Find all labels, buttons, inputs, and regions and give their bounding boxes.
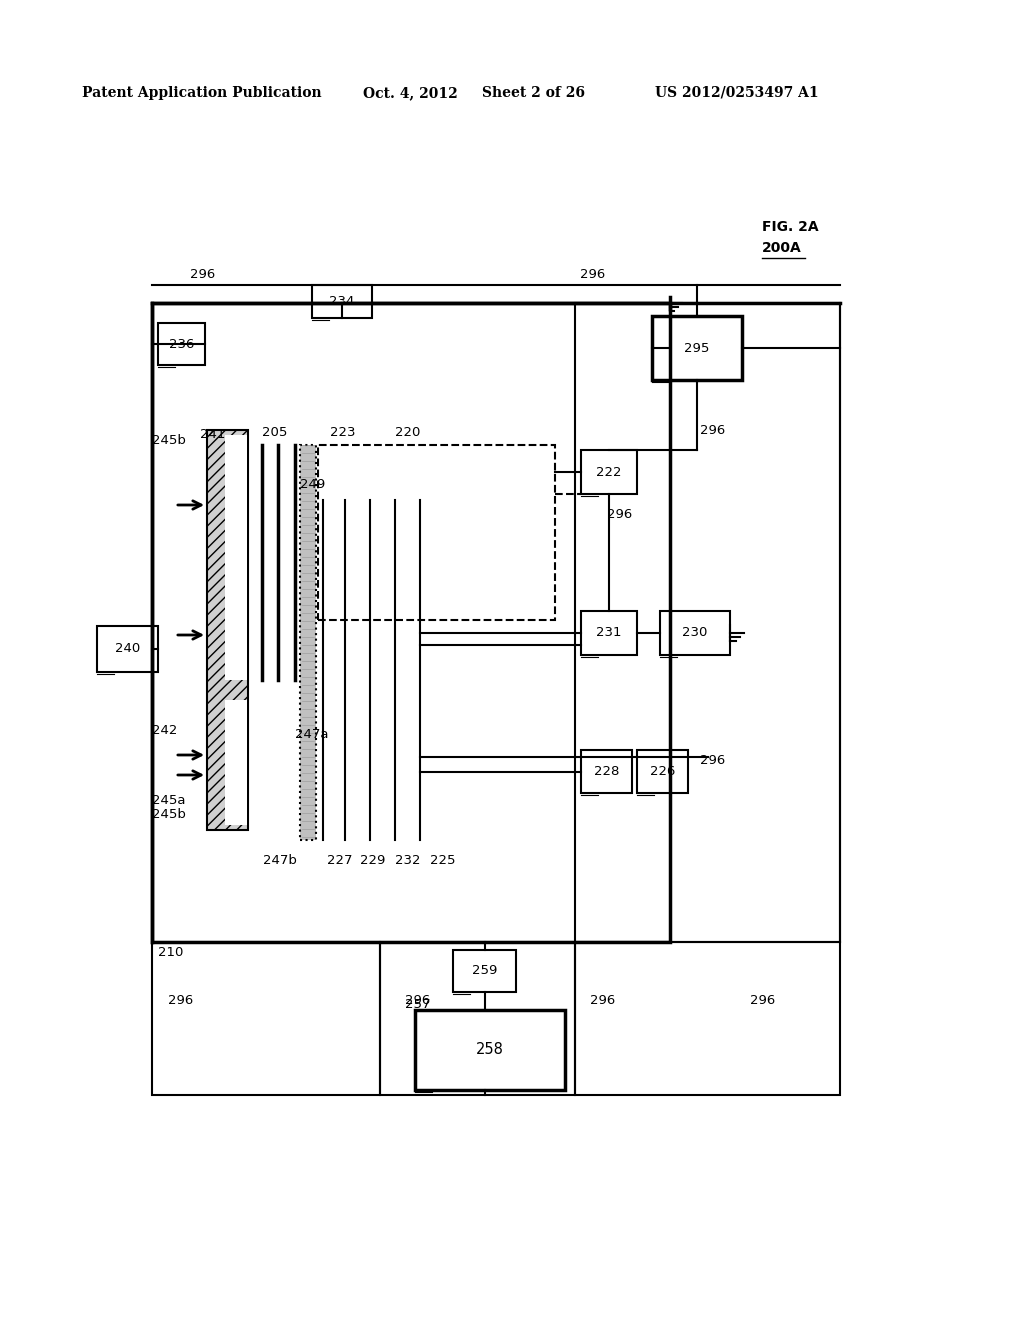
Bar bbox=[97, 626, 158, 672]
Text: 249: 249 bbox=[300, 479, 326, 491]
Text: 296: 296 bbox=[590, 994, 615, 1006]
Text: 231: 231 bbox=[596, 627, 622, 639]
Text: 296: 296 bbox=[607, 508, 632, 521]
Text: 258: 258 bbox=[476, 1043, 504, 1057]
Text: 232: 232 bbox=[395, 854, 421, 866]
Bar bbox=[652, 315, 742, 380]
Text: 226: 226 bbox=[650, 766, 675, 777]
Text: 296: 296 bbox=[700, 754, 725, 767]
Text: 225: 225 bbox=[430, 854, 456, 866]
Text: 245b: 245b bbox=[152, 808, 186, 821]
Bar bbox=[453, 950, 516, 993]
Text: 257: 257 bbox=[406, 998, 430, 1011]
Bar bbox=[225, 700, 247, 825]
Text: Patent Application Publication: Patent Application Publication bbox=[82, 86, 322, 100]
Bar bbox=[660, 611, 730, 655]
Text: 247b: 247b bbox=[263, 854, 297, 866]
Bar bbox=[300, 445, 316, 840]
Text: 242: 242 bbox=[152, 723, 177, 737]
Bar bbox=[152, 942, 380, 1096]
Text: 296: 296 bbox=[190, 268, 215, 281]
Bar bbox=[207, 430, 248, 830]
Text: 236: 236 bbox=[169, 338, 195, 351]
Text: 205: 205 bbox=[262, 425, 288, 438]
Text: 296: 296 bbox=[750, 994, 775, 1006]
Text: 245b: 245b bbox=[152, 433, 186, 446]
Bar bbox=[152, 304, 670, 942]
Text: Oct. 4, 2012: Oct. 4, 2012 bbox=[362, 86, 458, 100]
Text: 222: 222 bbox=[596, 466, 622, 479]
Text: 223: 223 bbox=[330, 425, 355, 438]
Bar bbox=[318, 445, 555, 620]
Text: 296: 296 bbox=[580, 268, 605, 281]
Bar bbox=[581, 611, 637, 655]
Text: 241: 241 bbox=[200, 429, 225, 441]
Bar bbox=[637, 750, 688, 793]
Text: 230: 230 bbox=[682, 627, 708, 639]
Text: 240: 240 bbox=[115, 643, 140, 656]
Text: 245a: 245a bbox=[152, 793, 185, 807]
Text: 228: 228 bbox=[594, 766, 620, 777]
Text: 220: 220 bbox=[395, 425, 421, 438]
Text: 210: 210 bbox=[158, 945, 183, 958]
Bar bbox=[380, 942, 575, 1096]
Text: 296: 296 bbox=[406, 994, 430, 1006]
Text: 247a: 247a bbox=[295, 729, 329, 742]
Text: 200A: 200A bbox=[762, 242, 802, 255]
Text: 234: 234 bbox=[330, 294, 354, 308]
Text: 296: 296 bbox=[168, 994, 194, 1006]
Bar bbox=[581, 750, 632, 793]
Text: 296: 296 bbox=[700, 424, 725, 437]
Text: 295: 295 bbox=[684, 342, 710, 355]
Bar bbox=[312, 285, 372, 318]
Text: 227: 227 bbox=[327, 854, 352, 866]
Bar bbox=[158, 323, 205, 366]
Bar bbox=[575, 304, 840, 942]
Text: Sheet 2 of 26: Sheet 2 of 26 bbox=[482, 86, 585, 100]
Bar bbox=[225, 436, 247, 680]
Bar bbox=[415, 1010, 565, 1090]
Text: 259: 259 bbox=[472, 965, 498, 978]
Text: FIG. 2A: FIG. 2A bbox=[762, 220, 818, 234]
Bar bbox=[575, 942, 840, 1096]
Text: 229: 229 bbox=[360, 854, 385, 866]
Text: US 2012/0253497 A1: US 2012/0253497 A1 bbox=[655, 86, 818, 100]
Bar bbox=[581, 450, 637, 494]
